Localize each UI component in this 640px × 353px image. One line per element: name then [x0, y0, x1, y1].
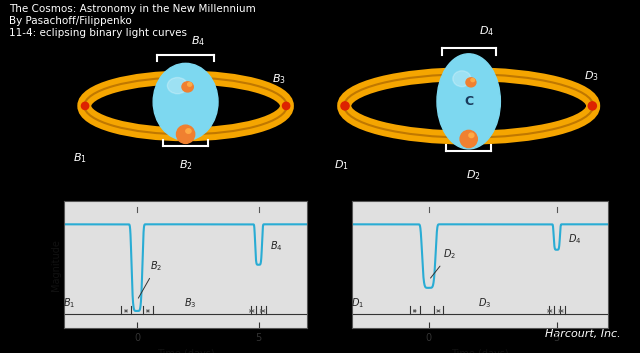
X-axis label: Time (days): Time (days): [451, 349, 509, 353]
Text: $D_3$: $D_3$: [584, 70, 598, 83]
Text: $B_4$: $B_4$: [269, 240, 282, 253]
Ellipse shape: [282, 102, 290, 109]
Text: $B_2$: $B_2$: [179, 158, 193, 172]
Ellipse shape: [186, 129, 191, 133]
Text: $D_1$: $D_1$: [351, 296, 364, 310]
Ellipse shape: [469, 133, 474, 138]
Text: $B_1$: $B_1$: [63, 296, 75, 310]
Ellipse shape: [471, 78, 475, 82]
Text: $D_4$: $D_4$: [479, 24, 494, 38]
Ellipse shape: [341, 102, 349, 110]
Text: $D_2$: $D_2$: [466, 168, 481, 182]
Text: $D_2$: $D_2$: [431, 247, 456, 278]
Ellipse shape: [182, 82, 193, 92]
Text: $B_4$: $B_4$: [191, 34, 205, 48]
Text: $B_1$: $B_1$: [74, 152, 87, 166]
Text: Harcourt, Inc.: Harcourt, Inc.: [545, 329, 621, 339]
Ellipse shape: [188, 83, 192, 86]
Text: The Cosmos: Astronomy in the New Millennium
By Pasachoff/Filippenko
11-4: eclips: The Cosmos: Astronomy in the New Millenn…: [9, 5, 256, 38]
Ellipse shape: [81, 102, 89, 109]
Text: C: C: [464, 95, 473, 108]
X-axis label: Time (days): Time (days): [157, 349, 214, 353]
Ellipse shape: [437, 54, 500, 149]
Text: $B_2$: $B_2$: [138, 259, 163, 298]
Text: $D_3$: $D_3$: [479, 296, 492, 310]
Ellipse shape: [466, 78, 476, 87]
Ellipse shape: [168, 78, 188, 94]
Ellipse shape: [153, 63, 218, 140]
Text: $B_3$: $B_3$: [272, 73, 286, 86]
Text: $D_1$: $D_1$: [335, 158, 349, 172]
Ellipse shape: [588, 102, 596, 110]
Ellipse shape: [460, 130, 477, 148]
Text: $D_4$: $D_4$: [568, 233, 582, 246]
Y-axis label: Magnitude: Magnitude: [51, 239, 61, 291]
Text: $B_3$: $B_3$: [184, 296, 196, 310]
Ellipse shape: [177, 125, 195, 143]
Ellipse shape: [453, 71, 471, 86]
